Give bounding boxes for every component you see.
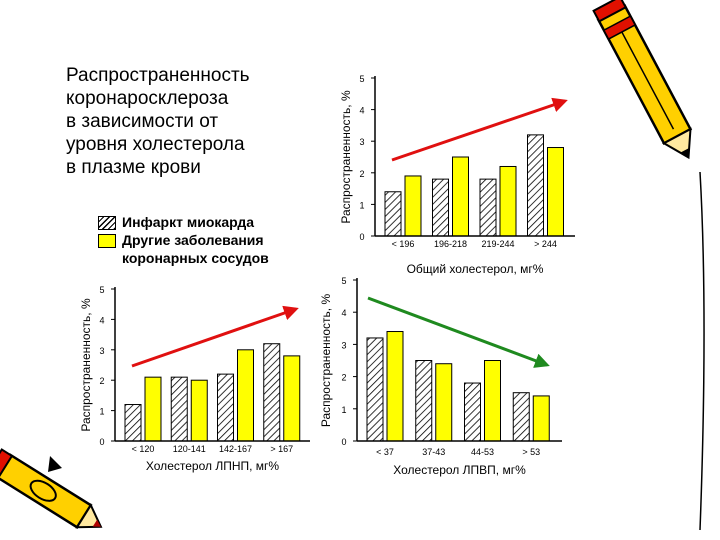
y-tick-label: 3 — [99, 346, 104, 356]
y-tick-label: 3 — [341, 340, 346, 350]
bar-hatched — [512, 392, 530, 442]
title-line: в плазме крови — [66, 157, 201, 178]
bar-hatched — [432, 178, 449, 237]
x-axis-label: Общий холестерол, мг% — [407, 262, 544, 276]
y-axis-label: Распространенность, % — [319, 294, 333, 428]
legend-swatch-hatched — [98, 216, 116, 230]
y-tick-label: 1 — [99, 407, 104, 417]
y-tick-label: 2 — [341, 373, 346, 383]
bar-hatched — [217, 373, 234, 442]
y-axis-label: Распространенность, % — [79, 298, 93, 432]
x-tick-label: 196-218 — [434, 239, 467, 249]
legend-item-hatched: Инфаркт миокарда — [98, 214, 269, 232]
bar-solid — [452, 156, 469, 237]
x-tick-label: 219-244 — [481, 239, 514, 249]
title-line: Распространенность — [66, 65, 250, 86]
trend-arrow-down — [367, 296, 550, 368]
legend-label-hatched: Инфаркт миокарда — [122, 214, 255, 230]
x-tick-label: 120-141 — [173, 444, 206, 454]
legend: Инфаркт миокарда Другие заболевания коро… — [98, 214, 269, 268]
y-tick-label: 4 — [341, 308, 346, 318]
bar-solid — [499, 165, 517, 237]
bar-solid — [386, 331, 404, 442]
y-tick-label: 0 — [99, 437, 104, 447]
chart-hdl-cholesterol: 0 1 2 3 4 5 < 37 37-43 44-53 > 53 Холестерол ЛПВП,… — [319, 276, 562, 477]
x-axis-label: Холестерол ЛПВП, мг% — [393, 463, 526, 477]
y-tick-label: 2 — [359, 169, 364, 179]
x-axis-label: Холестерол ЛПНП, мг% — [146, 459, 279, 473]
bar-hatched — [464, 382, 481, 442]
x-tick-label: < 120 — [132, 444, 155, 454]
y-tick-label: 4 — [99, 315, 104, 325]
y-tick-label: 0 — [341, 437, 346, 447]
legend-item-solid: Другие заболевания — [98, 232, 269, 250]
bar-hatched — [384, 191, 402, 237]
bar-solid — [144, 376, 162, 442]
y-tick-label: 2 — [99, 376, 104, 386]
legend-label-solid: Другие заболевания — [122, 232, 264, 248]
bar-hatched — [479, 178, 497, 237]
bar-hatched — [527, 134, 544, 237]
y-axis-label: Распространенность, % — [339, 90, 353, 224]
title-line: коронаросклероза — [66, 88, 229, 109]
bar-hatched — [263, 343, 281, 442]
chart-ldl-cholesterol: 0 1 2 3 4 5 < 120 120-141 142-167 > 167 Холестерол… — [79, 285, 310, 473]
x-tick-label: < 37 — [376, 447, 394, 457]
legend-item-solid-cont: коронарных сосудов — [98, 250, 269, 268]
bar-solid — [237, 349, 254, 442]
y-tick-label: 1 — [359, 200, 364, 210]
x-tick-label: 37-43 — [422, 447, 445, 457]
y-tick-label: 5 — [99, 285, 104, 295]
chart-total-cholesterol: 0 1 2 3 4 5 < 196 196-218 219-244 > 244 Общий холе… — [339, 74, 575, 276]
y-tick-label: 0 — [359, 232, 364, 242]
bar-solid — [484, 360, 501, 442]
bar-hatched — [124, 404, 142, 442]
trend-arrow-up — [131, 305, 299, 368]
bar-hatched — [366, 337, 384, 442]
bar-hatched — [170, 376, 188, 442]
page-title: Распространенность коронаросклероза в за… — [66, 64, 336, 179]
y-tick-label: 5 — [341, 276, 346, 286]
x-tick-label: < 196 — [392, 239, 415, 249]
bar-solid — [190, 379, 208, 442]
x-tick-label: > 53 — [522, 447, 540, 457]
bar-solid — [404, 175, 422, 237]
legend-label-solid-cont: коронарных сосудов — [122, 250, 269, 266]
bar-solid — [532, 395, 550, 442]
title-line: в зависимости от — [66, 111, 219, 132]
x-tick-label: > 167 — [270, 444, 293, 454]
bar-solid — [435, 363, 453, 442]
bar-solid — [547, 147, 564, 237]
title-line: уровня холестерола — [66, 134, 245, 155]
bar-solid — [283, 355, 301, 442]
y-tick-label: 4 — [359, 106, 364, 116]
y-tick-label: 1 — [341, 405, 346, 415]
x-tick-label: 44-53 — [471, 447, 494, 457]
y-tick-label: 3 — [359, 137, 364, 147]
x-tick-label: 142-167 — [219, 444, 252, 454]
y-tick-label: 5 — [359, 74, 364, 84]
bar-hatched — [415, 360, 433, 442]
legend-swatch-solid — [98, 234, 116, 248]
trend-arrow-up — [391, 97, 568, 162]
x-tick-label: > 244 — [534, 239, 557, 249]
